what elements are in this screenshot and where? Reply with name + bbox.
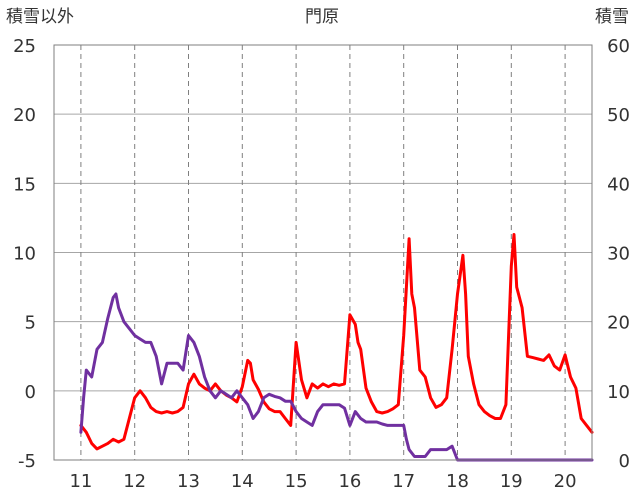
left-y-tick-label: 20 [13, 105, 36, 126]
series-line-red [79, 233, 594, 451]
right-y-tick-label: 30 [607, 244, 630, 265]
x-tick-label: 17 [392, 471, 415, 492]
left-y-tick-label: -5 [18, 451, 36, 472]
x-tick-label: 19 [500, 471, 523, 492]
x-tick-label: 14 [231, 471, 254, 492]
left-y-tick-label: 0 [25, 382, 36, 403]
right-axis-label: 積雪 [595, 7, 629, 27]
plot-area-border [53, 44, 593, 461]
chart-title: 門原 [305, 7, 339, 27]
x-tick-label: 15 [285, 471, 308, 492]
x-tick-label: 12 [123, 471, 146, 492]
right-y-tick-label: 0 [619, 451, 630, 472]
right-y-tick-label: 60 [607, 36, 630, 57]
left-axis-label: 積雪以外 [6, 7, 74, 27]
x-tick-label: 16 [338, 471, 361, 492]
right-y-tick-label: 20 [607, 313, 630, 334]
x-tick-label: 18 [446, 471, 469, 492]
right-y-tick-label: 50 [607, 105, 630, 126]
series-line-purple [79, 292, 594, 462]
right-y-tick-label: 10 [607, 382, 630, 403]
x-tick-label: 20 [554, 471, 577, 492]
left-y-tick-label: 10 [13, 244, 36, 265]
x-tick-label: 11 [69, 471, 92, 492]
right-y-tick-label: 40 [607, 174, 630, 195]
left-y-tick-label: 25 [13, 36, 36, 57]
left-y-tick-label: 15 [13, 174, 36, 195]
x-tick-label: 13 [177, 471, 200, 492]
left-y-tick-label: 5 [25, 313, 36, 334]
